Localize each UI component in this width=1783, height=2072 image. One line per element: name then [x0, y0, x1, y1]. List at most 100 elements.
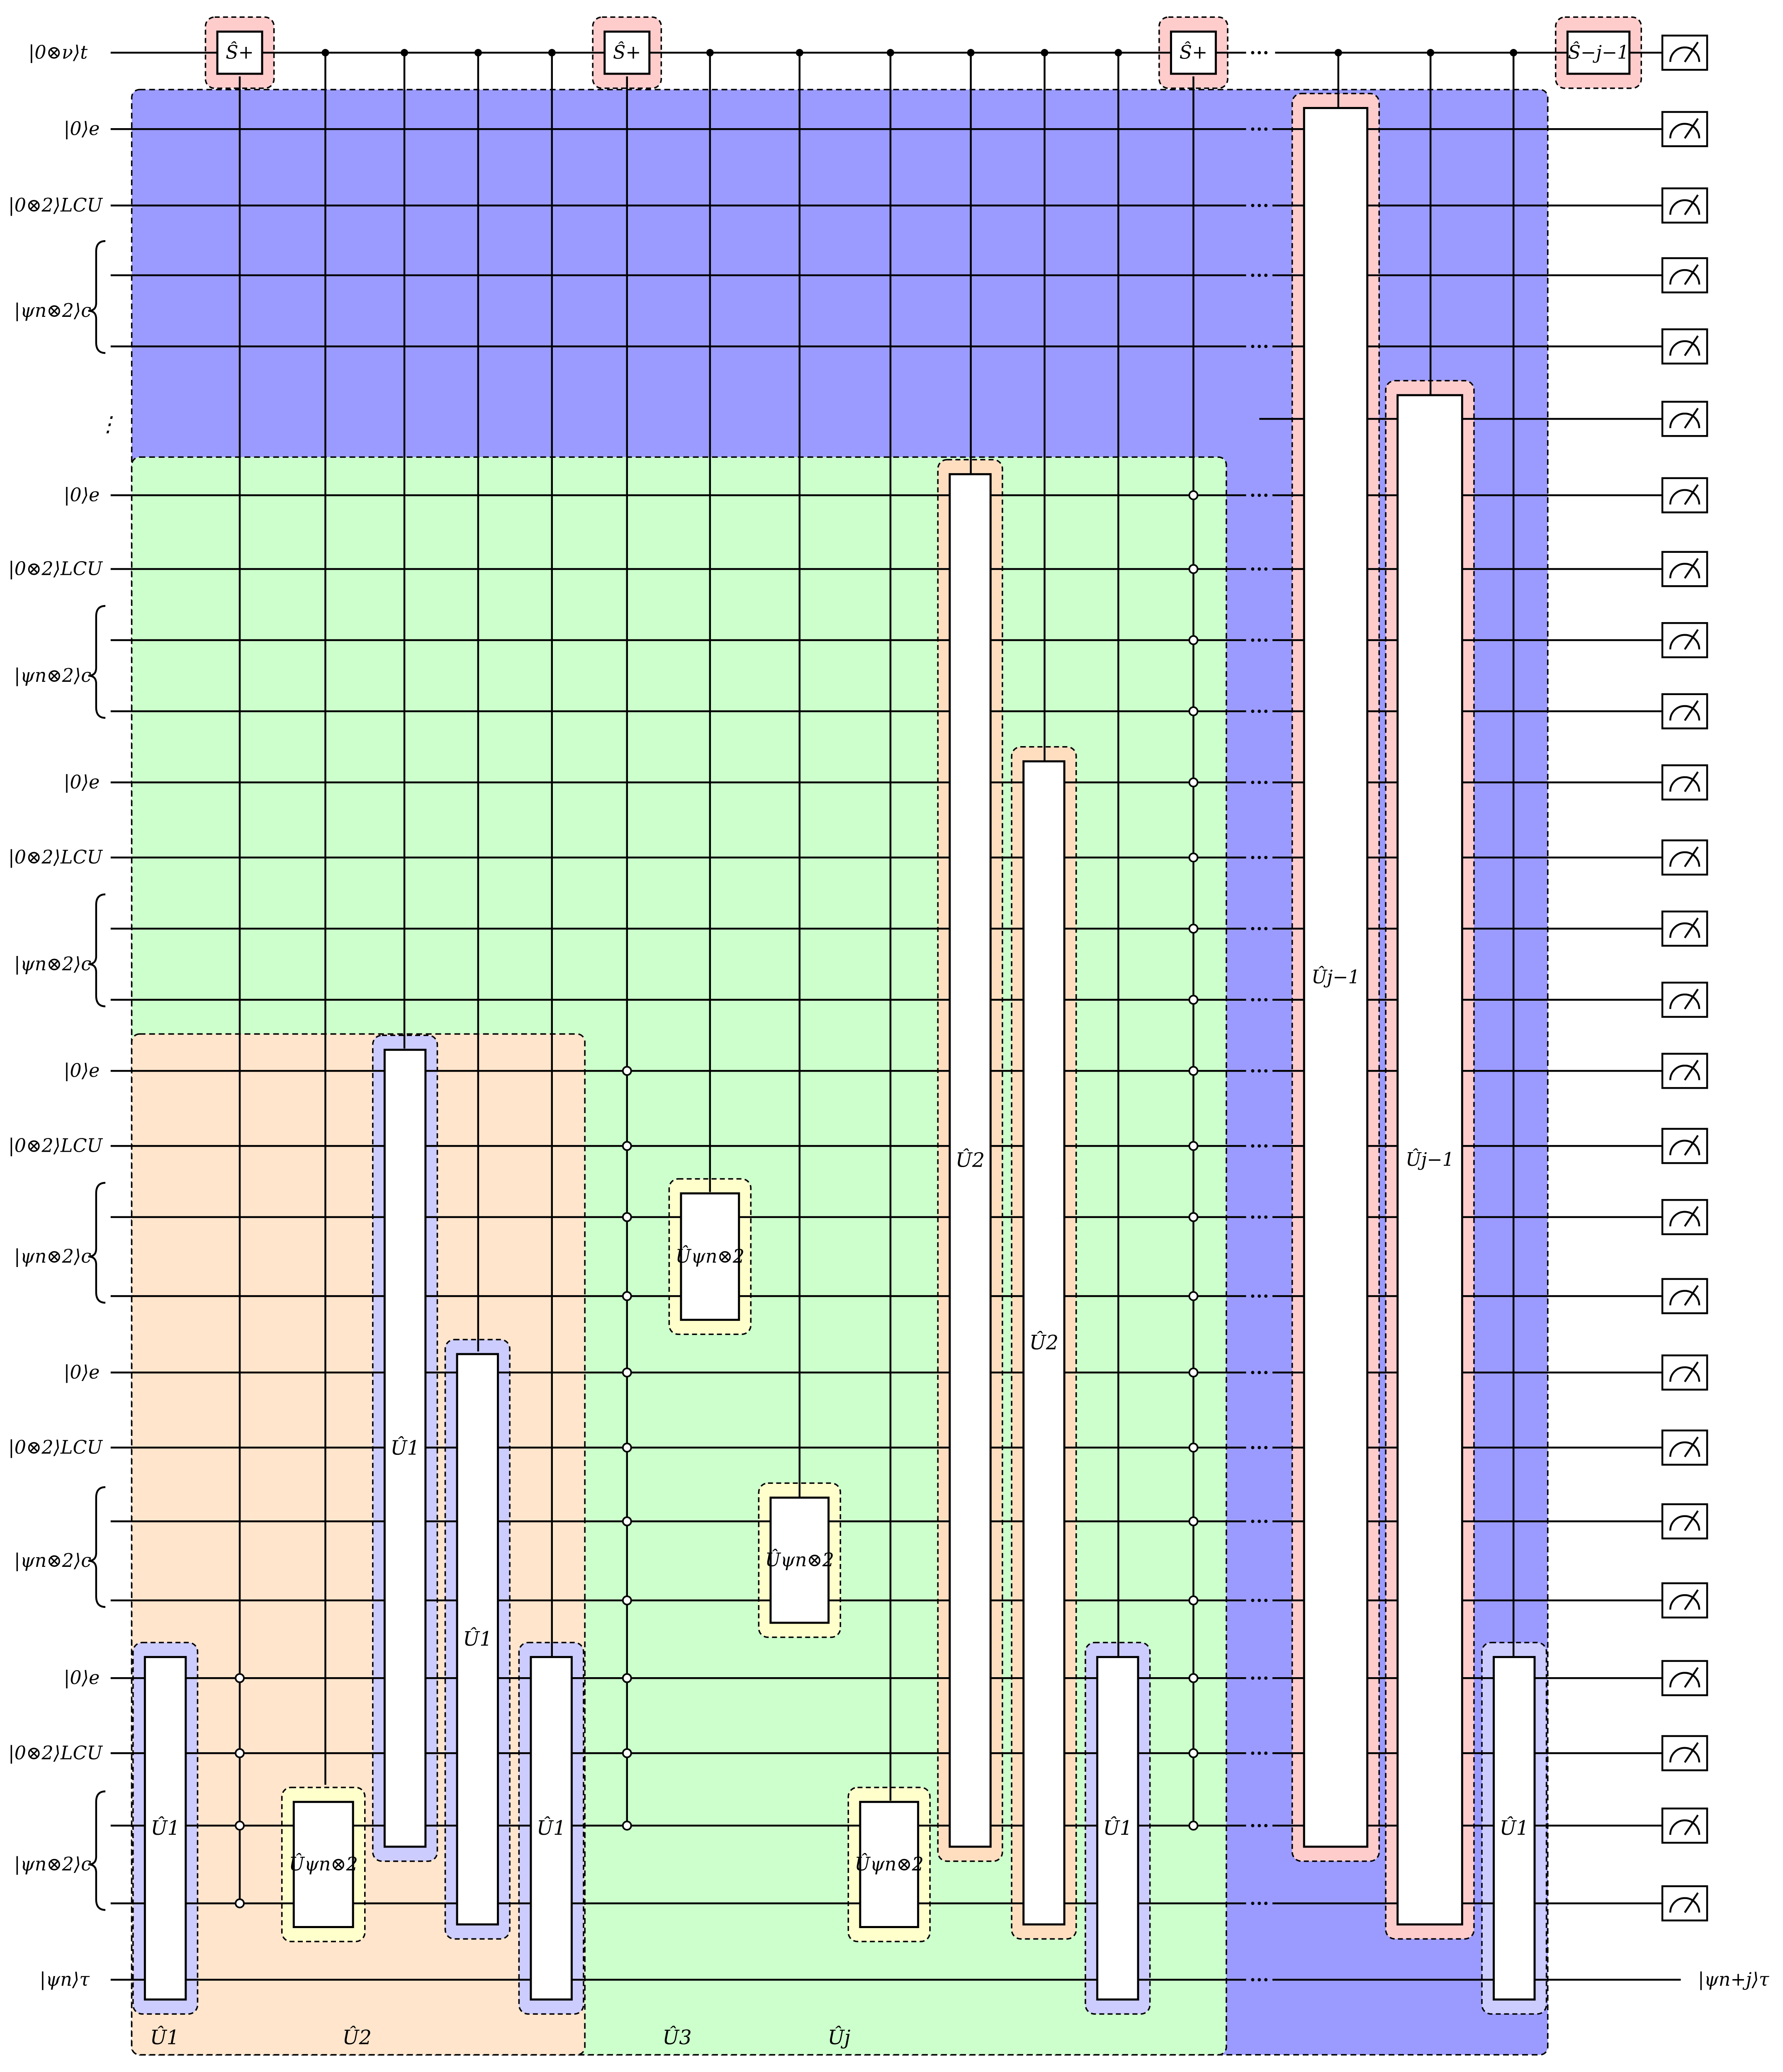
ellipsis-dot: [1258, 1069, 1261, 1073]
measurement-meter-needle: [1684, 917, 1699, 939]
ellipsis-dot: [1251, 494, 1255, 497]
control-dot-filled: [1114, 49, 1122, 57]
gate-upsi-d-label: Ûψn⊗2: [855, 1853, 924, 1875]
control-dot-open: [622, 1291, 632, 1301]
control-dot-filled: [474, 49, 482, 57]
control-dot-open: [622, 1367, 632, 1378]
measurement-meter-icon: [1661, 328, 1708, 365]
control-dot-filled: [886, 49, 894, 57]
measurement-meter-icon: [1661, 257, 1708, 294]
measurement-meter-needle: [1684, 1361, 1699, 1382]
measurement-meter-needle: [1684, 1285, 1699, 1306]
measurement-meter-icon: [1661, 1582, 1708, 1619]
control-dot-filled: [795, 49, 803, 57]
ellipsis-dot: [1258, 1978, 1261, 1982]
ellipsis-dot: [1258, 204, 1261, 207]
measurement-meter-arc: [1669, 1747, 1700, 1763]
gate-u1-f: [1493, 1656, 1536, 2001]
measurement-meter-needle: [1684, 1135, 1699, 1156]
gate-s-plus-b-label: Ŝ+: [613, 41, 641, 63]
measurement-meter-arc: [1669, 1897, 1700, 1913]
gate-u1-f-label: Û1: [1500, 1816, 1529, 1840]
control-dot-open: [622, 1595, 632, 1605]
control-dot-open: [235, 1673, 245, 1683]
measurement-meter-icon: [1661, 1503, 1708, 1539]
measurement-meter-icon: [1661, 1735, 1708, 1771]
gate-u1-b-label: Û1: [390, 1436, 419, 1460]
ellipsis-dot: [1264, 204, 1268, 207]
register-brace: [88, 893, 106, 1007]
ellipsis-dot: [1264, 1520, 1268, 1523]
ellipsis-dot: [1264, 710, 1268, 713]
gate-upsi-a-label: Ûψn⊗2: [289, 1853, 358, 1875]
ellipsis-dot: [1264, 1598, 1268, 1602]
ellipsis-dot: [1264, 856, 1268, 859]
ellipsis-dot: [1258, 1520, 1261, 1523]
register-label-e: |0⟩e: [63, 1060, 100, 1082]
control-dot-open: [235, 1820, 245, 1831]
control-dot-open: [622, 1066, 632, 1076]
layer-text: Û1 Ûψn⊗2 Û1 Û1 Û1 Ûψn⊗2 Ûψn⊗2 Ûψn⊗2 Û2 Û2 Û1 Ûj−1 Ûj…: [8, 41, 1770, 2049]
register-brace: [88, 1486, 106, 1608]
ellipsis-dot: [1251, 127, 1255, 131]
ellipsis-dot: [1251, 1520, 1255, 1523]
ellipsis-dot: [1258, 781, 1261, 784]
ellipsis-dot: [1251, 1598, 1255, 1602]
ellipsis-dot: [1264, 1751, 1268, 1755]
ellipsis-dot: [1251, 345, 1255, 348]
control-dot-filled: [967, 49, 975, 57]
control-dot-open: [622, 1141, 632, 1151]
measurement-meter-icon: [1661, 764, 1708, 801]
ellipsis-dot: [1264, 1371, 1268, 1374]
measurement-meter-icon: [1661, 401, 1708, 437]
control-dot-open: [1188, 706, 1199, 717]
control-dot-open: [622, 1820, 632, 1831]
ellipsis-dot: [1264, 273, 1268, 277]
ellipsis-dot: [1264, 1446, 1268, 1449]
control-dot-open: [1188, 1367, 1199, 1378]
measurement-meter-needle: [1684, 1742, 1699, 1763]
control-dot-open: [1188, 1212, 1199, 1222]
ellipsis-dot: [1251, 856, 1255, 859]
layer-vline: [238, 53, 1515, 1904]
gate-u1-e-label: Û1: [1103, 1816, 1132, 1840]
ellipsis-dot: [1251, 273, 1255, 277]
measurement-meter-arc: [1669, 1211, 1700, 1226]
gate-ujm1-a-label: Ûj−1: [1311, 966, 1360, 988]
gate-s-minus-label: Ŝ−j−1: [1568, 41, 1629, 63]
measurement-meter-needle: [1684, 408, 1699, 429]
control-dot-filled: [1510, 49, 1518, 57]
ellipsis-dot: [1258, 856, 1261, 859]
ellipsis-dot: [1264, 51, 1268, 55]
measurement-meter-icon: [1661, 982, 1708, 1018]
measurement-meter-icon: [1661, 1807, 1708, 1844]
ellipsis-dot: [1264, 494, 1268, 497]
measurement-meter-icon: [1661, 910, 1708, 947]
measurement-meter-arc: [1669, 1065, 1700, 1080]
ellipsis-dot: [1251, 1978, 1255, 1982]
control-dot-open: [1188, 1141, 1199, 1151]
register-label-e: |0⟩e: [63, 119, 100, 140]
control-dot-filled: [1334, 49, 1342, 57]
register-label-lcu: |0⊗2⟩LCU: [8, 195, 103, 216]
measurement-meter-arc: [1669, 851, 1700, 867]
register-brace: [88, 605, 106, 719]
ellipsis-dot: [1251, 1215, 1255, 1219]
measurement-meter-needle: [1684, 1206, 1699, 1227]
gate-u1-c-label: Û1: [463, 1627, 492, 1651]
ellipsis-dot: [1258, 710, 1261, 713]
measurement-meter-needle: [1684, 335, 1699, 356]
measurement-meter-needle: [1684, 1589, 1699, 1610]
gate-s-minus: [1566, 30, 1631, 75]
ellipsis-dot: [1258, 345, 1261, 348]
measurement-meter-arc: [1669, 776, 1700, 792]
control-dot-filled: [1427, 49, 1435, 57]
gate-s-plus-a-label: Ŝ+: [226, 41, 254, 63]
measurement-meter-arc: [1669, 922, 1700, 938]
measurement-meter-icon: [1661, 111, 1708, 147]
gate-upsi-c: [769, 1496, 830, 1624]
gate-s-plus-a: [216, 30, 263, 75]
register-label-e: |0⟩e: [63, 485, 100, 506]
ellipsis-dot: [1264, 1902, 1268, 1905]
